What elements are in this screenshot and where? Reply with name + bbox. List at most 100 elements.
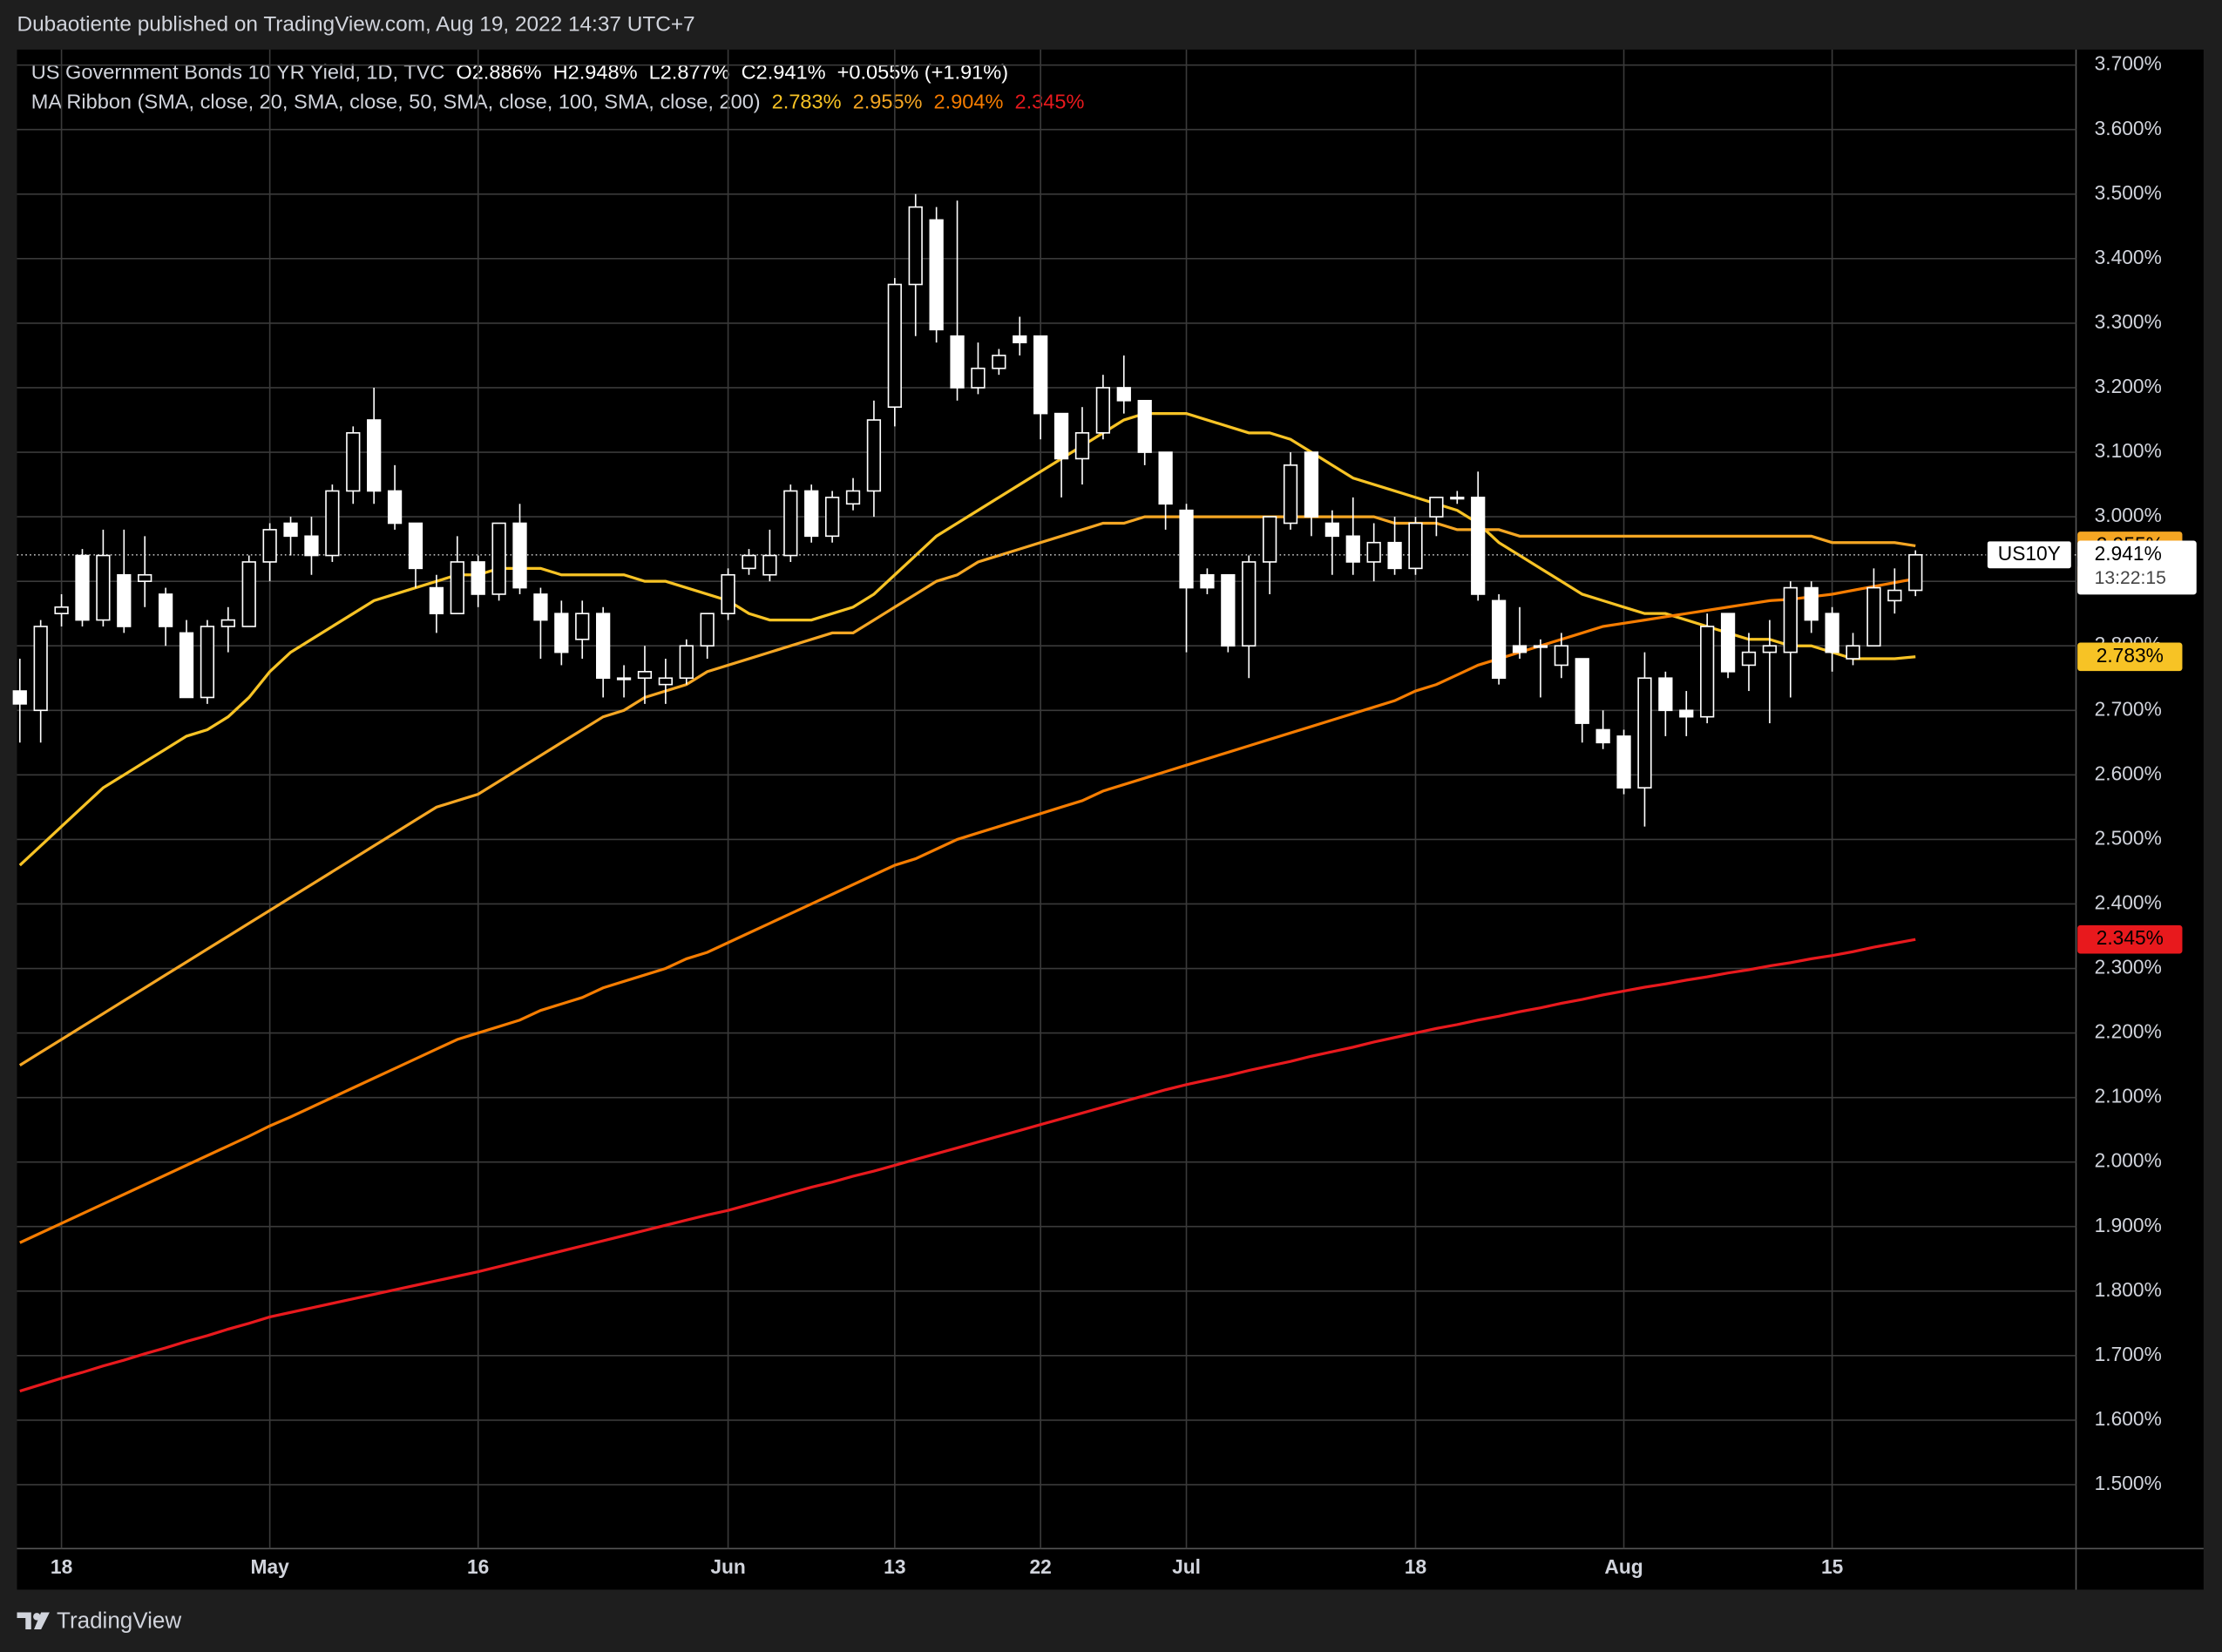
- candle-body: [1450, 497, 1465, 500]
- candle-body: [220, 619, 235, 627]
- candle-body: [575, 613, 590, 640]
- candle-body: [304, 535, 319, 557]
- candle-body: [241, 561, 256, 627]
- candle-body: [1263, 516, 1277, 563]
- candle-body: [12, 690, 27, 705]
- ma-line: [19, 938, 1916, 1393]
- brand: TradingView: [57, 1608, 181, 1634]
- symbol-tag-label: US10Y: [1998, 542, 2061, 565]
- ma-legend-value: 2.783%: [772, 91, 842, 113]
- ma-price-tag: [2077, 642, 2183, 672]
- candle-body: [1554, 645, 1568, 667]
- candle-body: [408, 522, 423, 570]
- candle-body: [1013, 335, 1027, 343]
- candle-body: [450, 561, 464, 614]
- ma-legend-title: MA Ribbon (SMA, close, 20, SMA, close, 5…: [31, 91, 761, 113]
- legend-high: H2.948%: [553, 61, 638, 84]
- candle-body: [992, 355, 1006, 369]
- x-tick-label: 18: [1405, 1555, 1426, 1578]
- candle-body: [138, 573, 152, 582]
- publisher: Dubaotiente published on TradingView.com…: [17, 13, 695, 37]
- y-tick-label: 2.700%: [2095, 697, 2162, 720]
- candle-body: [1804, 586, 1819, 621]
- symbol-tag: [1986, 539, 2073, 570]
- ma-legend-value: 2.904%: [934, 91, 1004, 113]
- x-tick-label: 15: [1821, 1555, 1844, 1578]
- candle-body: [1741, 651, 1757, 667]
- brand-logo: [17, 1612, 50, 1629]
- y-tick-label: 3.300%: [2095, 310, 2162, 333]
- candle-body: [1408, 522, 1423, 570]
- candle-body: [1366, 541, 1381, 563]
- candle-body: [1658, 677, 1673, 712]
- candle-body: [1242, 561, 1257, 647]
- candle-body: [908, 206, 923, 286]
- y-tick-label: 3.000%: [2095, 504, 2162, 526]
- candle-body: [950, 335, 965, 389]
- y-tick-label: 3.200%: [2095, 375, 2162, 397]
- y-tick-label: 1.500%: [2095, 1472, 2162, 1494]
- candle-body: [200, 626, 215, 699]
- candle-body: [1158, 451, 1173, 505]
- candle-body: [679, 645, 694, 680]
- ma-price-tag-label: 2.345%: [2097, 926, 2164, 949]
- ma-legend: MA Ribbon (SMA, close, 20, SMA, close, 5…: [31, 91, 1085, 113]
- candle-body: [1053, 412, 1069, 460]
- countdown: 13:22:15: [2095, 568, 2166, 588]
- candle-body: [721, 573, 735, 614]
- candle-body: [1679, 709, 1694, 718]
- candle-body: [616, 677, 632, 680]
- candle-body: [429, 586, 444, 614]
- candle-body: [1283, 464, 1298, 525]
- candle-body: [824, 497, 840, 538]
- candle-body: [283, 522, 298, 538]
- y-tick-label: 2.600%: [2095, 762, 2162, 784]
- candle-body: [179, 632, 194, 699]
- legend-low: L2.877%: [649, 61, 730, 84]
- x-tick-label: Aug: [1604, 1555, 1643, 1578]
- legend-change: +0.055% (+1.91%): [837, 61, 1009, 84]
- x-tick-label: 16: [467, 1555, 489, 1578]
- y-tick-label: 1.900%: [2095, 1214, 2162, 1236]
- legend-instrument: US Government Bonds 10 YR Yield, 1D, TVC: [31, 61, 445, 84]
- candle-body: [1595, 728, 1610, 744]
- x-tick-label: May: [251, 1555, 290, 1578]
- candle-body: [637, 671, 653, 680]
- candle-body: [1762, 645, 1778, 653]
- candle-body: [1345, 535, 1360, 563]
- candle-body: [1575, 658, 1589, 724]
- candle-body: [1179, 509, 1194, 589]
- candle-body: [1887, 589, 1902, 602]
- y-tick-label: 1.800%: [2095, 1278, 2162, 1301]
- y-tick-label: 3.600%: [2095, 117, 2162, 139]
- candle-body: [346, 432, 361, 492]
- candle-body: [367, 419, 382, 492]
- y-tick-label: 3.400%: [2095, 246, 2162, 268]
- y-tick-label: 3.700%: [2095, 52, 2162, 75]
- y-tick-label: 2.200%: [2095, 1020, 2162, 1043]
- candle-body: [1846, 645, 1860, 660]
- candle-body: [596, 613, 611, 680]
- candle-body: [1700, 626, 1715, 718]
- candle-body: [866, 419, 882, 492]
- candle-body: [700, 613, 715, 647]
- y-tick-label: 3.100%: [2095, 439, 2162, 462]
- candle-body: [512, 522, 527, 589]
- instrument-legend: US Government Bonds 10 YR Yield, 1D, TVC…: [31, 61, 1008, 84]
- candle-body: [1616, 735, 1631, 789]
- candle-body: [1429, 497, 1444, 518]
- legend-open: O2.886%: [456, 61, 541, 84]
- candle-body: [1033, 335, 1048, 415]
- candle-body: [783, 490, 798, 557]
- candle-body: [262, 529, 277, 563]
- y-tick-label: 2.300%: [2095, 956, 2162, 978]
- plot-background: [17, 49, 2204, 1590]
- candle-body: [1116, 387, 1131, 402]
- y-tick-label: 3.500%: [2095, 181, 2162, 204]
- ma-line: [19, 577, 1916, 1244]
- candle-body: [1512, 645, 1528, 653]
- candle-body: [1387, 541, 1402, 570]
- candle-body: [971, 367, 986, 389]
- candle-body: [1491, 599, 1507, 680]
